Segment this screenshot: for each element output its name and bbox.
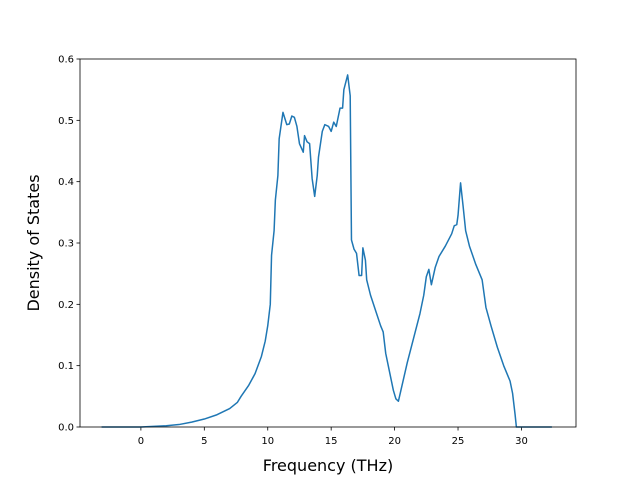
y-tick-label: 0.4: [58, 177, 74, 188]
plot-frame: [79, 58, 577, 428]
data-line: [101, 74, 552, 428]
y-tick-label: 0.1: [58, 361, 74, 372]
y-tick-label: 0.2: [58, 300, 74, 311]
x-axis-label: Frequency (THz): [263, 456, 393, 475]
y-tick-label: 0.3: [58, 239, 74, 250]
y-axis-label: Density of States: [24, 174, 43, 311]
x-tick-label: 10: [261, 436, 274, 447]
y-tick-label: 0.5: [58, 116, 74, 127]
x-tick-label: 0: [138, 436, 144, 447]
x-tick-label: 25: [452, 436, 465, 447]
y-tick-label: 0.0: [58, 423, 74, 434]
x-tick-label: 5: [201, 436, 207, 447]
x-tick-label: 30: [515, 436, 528, 447]
y-tick-label: 0.6: [58, 55, 74, 66]
x-tick-label: 20: [388, 436, 401, 447]
x-tick-label: 15: [325, 436, 338, 447]
